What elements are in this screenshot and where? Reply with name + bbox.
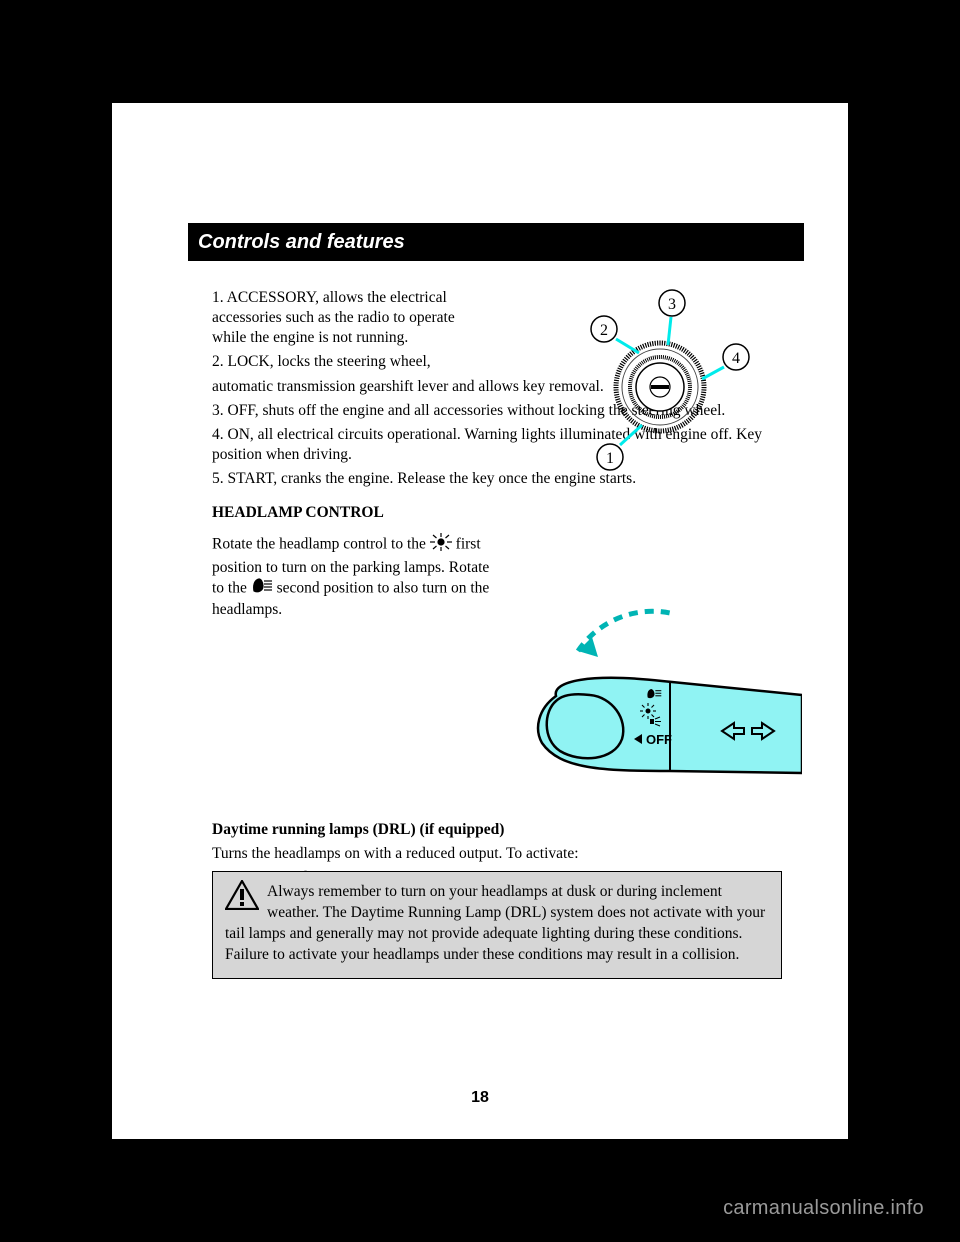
p-accessory: 1. ACCESSORY, allows the electrical acce… [212, 288, 472, 348]
warning-box: Always remember to turn on your headlamp… [212, 871, 782, 979]
dial-label-2: 2 [600, 322, 608, 339]
headlamp-icon [251, 578, 273, 600]
warning-icon [225, 880, 259, 917]
p-drl: Turns the headlamps on with a reduced ou… [212, 844, 780, 864]
manual-page: Controls and features 1. ACCESSORY, allo… [112, 103, 848, 1139]
dial-label-1: 1 [606, 450, 614, 467]
ignition-dial-figure: 1 2 3 4 [520, 287, 800, 487]
p-headlamp-rotate-a: Rotate the headlamp control to the [212, 536, 426, 553]
h-headlamp-control: HEADLAMP CONTROL [212, 503, 780, 523]
lever-off-text: OFF [646, 732, 672, 747]
p-lock-line1: 2. LOCK, locks the steering wheel, [212, 352, 472, 372]
h-drl: Daytime running lamps (DRL) (if equipped… [212, 820, 780, 840]
page-number: 18 [471, 1089, 489, 1107]
warning-text: Always remember to turn on your headlamp… [225, 883, 765, 963]
parking-lamp-icon [430, 533, 452, 557]
section-title: Controls and features [198, 231, 405, 254]
dial-label-4: 4 [732, 350, 740, 367]
watermark-text: carmanualsonline.info [723, 1197, 924, 1220]
headlamp-lever-figure: OFF [482, 591, 802, 801]
p-headlamp-rotate: Rotate the headlamp control to the [212, 533, 492, 620]
dial-label-3: 3 [668, 296, 676, 313]
section-header-bar: Controls and features [188, 223, 804, 261]
